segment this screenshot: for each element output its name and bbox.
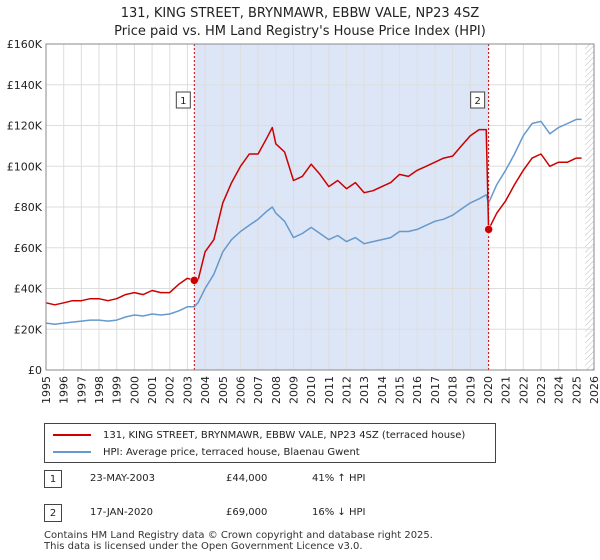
sale-price: £69,000	[226, 507, 268, 518]
legend-item-property: 131, KING STREET, BRYNMAWR, EBBW VALE, N…	[53, 427, 465, 443]
chart-title-line1: 131, KING STREET, BRYNMAWR, EBBW VALE, N…	[120, 6, 480, 21]
sale-label: 2	[474, 96, 480, 107]
y-tick-label: £140K	[7, 79, 43, 92]
y-tick-label: £80K	[14, 201, 43, 214]
sale-number-badge: 1	[44, 470, 62, 488]
x-tick-label: 1997	[75, 376, 88, 404]
x-tick-label: 2004	[199, 376, 212, 404]
x-tick-label: 2019	[464, 376, 477, 404]
x-tick-label: 2016	[411, 376, 424, 404]
x-tick-label: 2021	[500, 376, 513, 404]
x-tick-label: 2009	[287, 376, 300, 404]
sale-price: £44,000	[226, 473, 268, 484]
x-tick-label: 2022	[517, 376, 530, 404]
sale-date: 23-MAY-2003	[90, 473, 156, 484]
footer-line1: Contains HM Land Registry data © Crown c…	[44, 530, 433, 541]
x-tick-label: 2008	[270, 376, 283, 404]
x-tick-label: 2012	[341, 376, 354, 404]
x-tick-label: 2007	[252, 376, 265, 404]
x-tick-label: 2025	[570, 376, 583, 404]
legend-label-property: 131, KING STREET, BRYNMAWR, EBBW VALE, N…	[103, 429, 466, 441]
y-tick-label: £120K	[7, 120, 43, 133]
x-tick-label: 2006	[234, 376, 247, 404]
x-tick-label: 2001	[146, 376, 159, 404]
sale-hpi-diff: 41% ↑ HPI	[312, 473, 366, 484]
y-tick-label: £60K	[14, 242, 43, 255]
x-tick-label: 2026	[588, 376, 600, 404]
x-tick-label: 1998	[93, 376, 106, 404]
x-tick-label: 2017	[429, 376, 442, 404]
sale-label-box	[470, 91, 486, 109]
series-line-hpi	[45, 118, 582, 325]
chart-title-line2: Price paid vs. HM Land Registry's House …	[114, 24, 486, 39]
x-tick-label: 2005	[217, 376, 230, 404]
x-tick-label: 1996	[58, 376, 71, 404]
x-tick-label: 2010	[305, 376, 318, 404]
x-tick-label: 2000	[128, 376, 141, 404]
y-tick-label: £40K	[14, 283, 43, 296]
sale-point	[484, 225, 493, 234]
x-tick-label: 1999	[111, 376, 124, 404]
x-tick-label: 2020	[482, 376, 495, 404]
x-tick-label: 2015	[394, 376, 407, 404]
legend-item-hpi: HPI: Average price, terraced house, Blae…	[53, 444, 360, 460]
y-tick-label: £20K	[14, 323, 43, 336]
legend-swatch-property	[53, 434, 91, 436]
series-line-property	[45, 126, 582, 306]
x-tick-label: 2011	[323, 376, 336, 404]
sale-label: 1	[180, 96, 186, 107]
sale-date: 17-JAN-2020	[90, 507, 154, 518]
x-tick-label: 2014	[376, 376, 389, 404]
sale-row: 2 17-JAN-2020 £69,000 16% ↓ HPI	[44, 504, 474, 524]
legend: 131, KING STREET, BRYNMAWR, EBBW VALE, N…	[44, 423, 496, 463]
y-tick-label: £100K	[7, 160, 43, 173]
x-tick-label: 2024	[553, 376, 566, 404]
x-tick-label: 2002	[164, 376, 177, 404]
legend-swatch-hpi	[53, 451, 91, 453]
y-tick-label: £0	[28, 364, 42, 377]
price-chart: £0 £20K £40K £60K £80K £100K £120K £140K £160K 19…	[7, 38, 600, 404]
x-tick-label: 2018	[447, 376, 460, 404]
sale-point	[190, 276, 199, 285]
plot-border	[45, 43, 595, 371]
x-tick-label: 2003	[181, 376, 194, 404]
footer-line2: This data is licensed under the Open Gov…	[44, 541, 363, 552]
sale-hpi-diff: 16% ↓ HPI	[312, 507, 366, 518]
legend-label-hpi: HPI: Average price, terraced house, Blae…	[103, 446, 360, 458]
y-tick-label: £160K	[7, 38, 43, 51]
x-tick-label: 2023	[535, 376, 548, 404]
sale-number-badge: 2	[44, 504, 62, 522]
footer-attribution: Contains HM Land Registry data © Crown c…	[44, 530, 433, 552]
sale-label-box	[175, 91, 191, 109]
x-tick-label: 2013	[358, 376, 371, 404]
sale-row: 1 23-MAY-2003 £44,000 41% ↑ HPI	[44, 470, 474, 490]
x-tick-label: 1995	[40, 376, 53, 404]
